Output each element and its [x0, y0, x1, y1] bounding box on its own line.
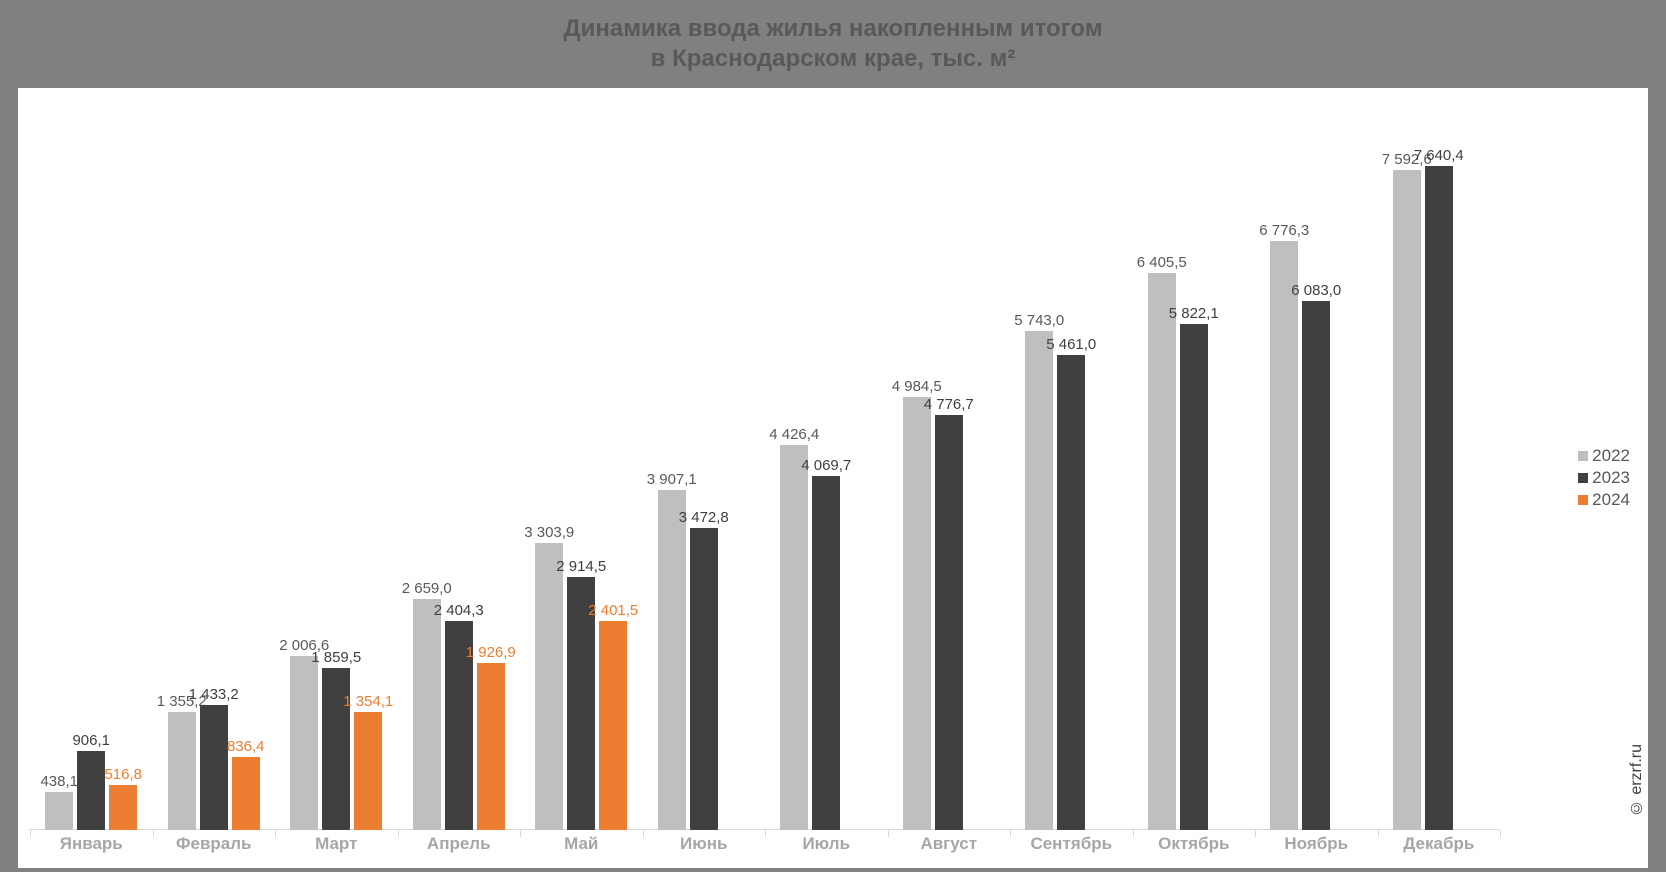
legend-item: 2022 — [1578, 446, 1630, 466]
legend-item: 2024 — [1578, 490, 1630, 510]
x-axis-label: Май — [520, 834, 643, 854]
bar — [290, 656, 318, 830]
bar — [1393, 170, 1421, 830]
chart-area: 438,1906,1516,8Январь1 355,21 433,2836,4… — [18, 88, 1648, 868]
data-label: 1 859,5 — [276, 649, 396, 666]
bar — [903, 397, 931, 830]
x-axis-label: Февраль — [153, 834, 276, 854]
x-axis-label: Апрель — [398, 834, 521, 854]
bar — [477, 663, 505, 830]
page-frame: Динамика ввода жилья накопленным итогом … — [0, 0, 1666, 872]
data-label: 5 461,0 — [1011, 336, 1131, 353]
data-label: 5 822,1 — [1134, 305, 1254, 322]
chart-title-line2: в Краснодарском крае, тыс. м² — [651, 45, 1016, 72]
bar — [354, 712, 382, 830]
data-label: 1 354,1 — [308, 693, 428, 710]
plot-region: 438,1906,1516,8Январь1 355,21 433,2836,4… — [30, 100, 1500, 830]
x-axis-label: Ноябрь — [1255, 834, 1378, 854]
data-label: 4 426,4 — [734, 426, 854, 443]
data-label: 1 926,9 — [431, 644, 551, 661]
x-axis-label: Март — [275, 834, 398, 854]
bar — [109, 785, 137, 830]
legend-swatch — [1578, 451, 1588, 461]
bar — [1057, 355, 1085, 830]
bar — [599, 621, 627, 830]
credit-text: © erzrf.ru — [1628, 744, 1646, 816]
bar — [232, 757, 260, 830]
data-label: 5 743,0 — [979, 312, 1099, 329]
data-label: 2 659,0 — [367, 580, 487, 597]
data-label: 4 069,7 — [766, 457, 886, 474]
bar — [1025, 331, 1053, 830]
data-label: 836,4 — [186, 738, 306, 755]
data-label: 1 433,2 — [154, 686, 274, 703]
bar — [1148, 273, 1176, 830]
x-axis-label: Июль — [765, 834, 888, 854]
bar — [658, 490, 686, 830]
x-tick — [1500, 830, 1501, 837]
legend: 2022 2023 2024 — [1578, 444, 1630, 512]
data-label: 2 404,3 — [399, 602, 519, 619]
x-tick — [30, 830, 31, 837]
legend-swatch — [1578, 473, 1588, 483]
x-axis-label: Июнь — [643, 834, 766, 854]
bar — [1180, 324, 1208, 830]
data-label: 4 776,7 — [889, 396, 1009, 413]
bar — [1425, 166, 1453, 830]
x-axis-label: Декабрь — [1378, 834, 1501, 854]
data-label: 2 914,5 — [521, 558, 641, 575]
data-label: 906,1 — [31, 732, 151, 749]
data-label: 516,8 — [63, 766, 183, 783]
chart-title: Динамика ввода жилья накопленным итогом … — [0, 14, 1666, 74]
legend-swatch — [1578, 495, 1588, 505]
bar — [935, 415, 963, 830]
bar — [413, 599, 441, 830]
x-axis-label: Август — [888, 834, 1011, 854]
x-axis-label: Октябрь — [1133, 834, 1256, 854]
bar — [1302, 301, 1330, 830]
bar — [812, 476, 840, 830]
bar — [168, 712, 196, 830]
legend-label: 2023 — [1592, 468, 1630, 488]
bar — [780, 445, 808, 830]
legend-label: 2024 — [1592, 490, 1630, 510]
bar — [77, 751, 105, 830]
bar — [45, 792, 73, 830]
bar — [690, 528, 718, 830]
bar — [200, 705, 228, 830]
data-label: 6 776,3 — [1224, 222, 1344, 239]
data-label: 3 303,9 — [489, 524, 609, 541]
legend-label: 2022 — [1592, 446, 1630, 466]
bar — [535, 543, 563, 830]
bar — [1270, 241, 1298, 830]
chart-title-line1: Динамика ввода жилья накопленным итогом — [564, 15, 1103, 42]
legend-item: 2023 — [1578, 468, 1630, 488]
data-label: 3 472,8 — [644, 509, 764, 526]
data-label: 6 083,0 — [1256, 282, 1376, 299]
data-label: 3 907,1 — [612, 471, 732, 488]
data-label: 7 640,4 — [1379, 147, 1499, 164]
data-label: 6 405,5 — [1102, 254, 1222, 271]
x-axis-label: Сентябрь — [1010, 834, 1133, 854]
data-label: 2 401,5 — [553, 602, 673, 619]
x-axis-label: Январь — [30, 834, 153, 854]
data-label: 4 984,5 — [857, 378, 977, 395]
